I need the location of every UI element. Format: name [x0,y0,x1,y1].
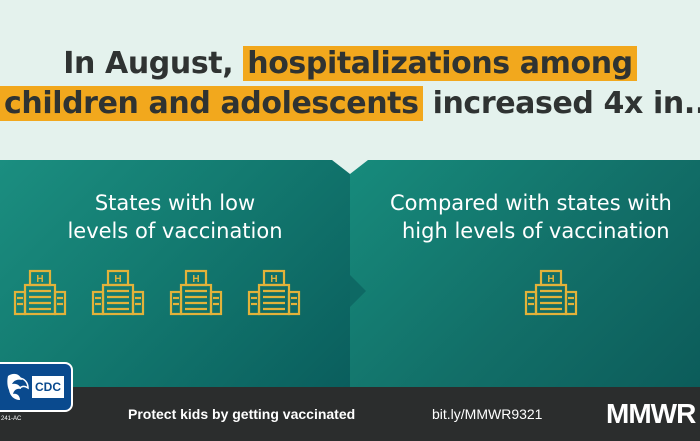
hospital-icon: H [169,268,223,316]
hospital-icon: H [524,268,578,316]
headline-text: increased 4x in... [422,86,700,121]
tag-code: 241-AC [1,416,22,422]
headline-line-2: children and adolescents increased 4x in… [0,84,700,124]
mmwr-logo: MMWR [606,398,696,429]
panel-title-line: Compared with states with [390,191,672,215]
divider-arrow [350,275,366,307]
headline: In August, hospitalizations among childr… [0,44,700,124]
header: In August, hospitalizations among childr… [0,0,700,160]
svg-text:H: H [114,274,121,285]
svg-text:H: H [547,274,554,285]
panel-title-line: levels of vaccination [67,219,283,243]
headline-highlight: children and adolescents [0,86,423,121]
cdc-wordmark: CDC [32,376,64,398]
footer-cta: Protect kids by getting vaccinated [128,406,356,422]
hospital-icon: H [13,268,67,316]
headline-line-1: In August, hospitalizations among [0,44,700,84]
footer-bar: Protect kids by getting vaccinated bit.l… [0,387,700,441]
panel-title-line: high levels of vaccination [402,219,670,243]
svg-text:H: H [192,274,199,285]
divider-notch-top [332,160,368,174]
hospital-icon: H [247,268,301,316]
hhs-eagle-icon [7,373,29,400]
low-vaccination-panel: States with low levels of vaccination H … [0,160,350,387]
hospital-icon-row: H H H [0,268,350,320]
headline-text: In August, [63,46,244,81]
panel-title-line: States with low [94,191,256,215]
high-vaccination-title: Compared with states with high levels of… [390,189,700,245]
headline-highlight: hospitalizations among [243,46,637,81]
hospital-icon: H [91,268,145,316]
high-vaccination-panel: Compared with states with high levels of… [350,160,700,387]
svg-text:H: H [270,274,277,285]
hospital-icon-row: H [350,268,700,320]
cdc-logo: CDC [0,362,73,412]
svg-text:H: H [36,274,43,285]
footer-link[interactable]: bit.ly/MMWR9321 [432,406,543,422]
low-vaccination-title: States with low levels of vaccination [0,189,350,245]
